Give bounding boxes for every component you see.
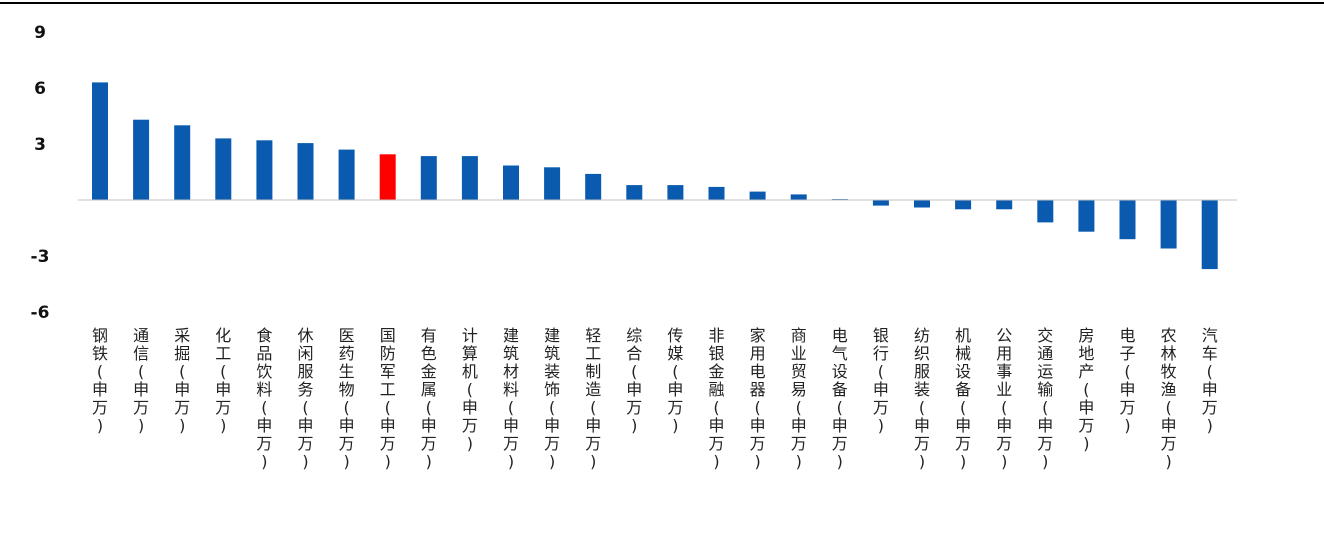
bar	[297, 143, 314, 200]
bar	[503, 165, 519, 200]
y-tick-label: -3	[31, 247, 50, 267]
x-tick-label: 有色金属(申万)	[421, 326, 437, 471]
bar	[914, 200, 930, 208]
bar	[544, 167, 561, 200]
bar	[667, 185, 684, 200]
x-tick-label: 综合(申万)	[626, 326, 642, 435]
bar	[461, 156, 478, 200]
x-tick-label: 计算机(申万)	[462, 326, 478, 453]
x-tick-label: 农林牧渔(申万)	[1161, 326, 1177, 471]
x-tick-label: 化工(申万)	[215, 326, 231, 435]
bar	[1160, 200, 1177, 249]
x-tick-label: 建筑材料(申万)	[503, 326, 519, 471]
bar	[1078, 200, 1095, 232]
x-tick-label: 国防军工(申万)	[380, 326, 396, 471]
x-tick-label: 建筑装饰(申万)	[544, 326, 560, 471]
bar	[174, 125, 191, 200]
bar	[1119, 200, 1136, 240]
bar	[420, 156, 437, 200]
bar	[133, 119, 150, 200]
x-tick-label: 交通运输(申万)	[1037, 326, 1053, 471]
bar	[996, 200, 1013, 210]
bar	[955, 200, 972, 210]
bar	[215, 138, 232, 200]
y-tick-label: -6	[31, 303, 50, 323]
x-tick-label: 电子(申万)	[1119, 326, 1135, 435]
x-tick-label: 家用电器(申万)	[750, 326, 766, 471]
x-tick-label: 医药生物(申万)	[339, 326, 355, 471]
x-tick-label: 纺织服装(申万)	[914, 326, 930, 471]
bar	[1037, 200, 1054, 223]
bar	[1201, 200, 1218, 270]
x-tick-label: 采掘(申万)	[174, 326, 190, 435]
bar	[92, 82, 108, 200]
x-tick-label: 休闲服务(申万)	[297, 326, 313, 471]
x-tick-label: 钢铁(申万)	[92, 326, 108, 435]
bar	[749, 191, 766, 200]
x-tick-label: 房地产(申万)	[1078, 326, 1094, 453]
bar	[338, 149, 355, 200]
top-rule	[0, 2, 1324, 4]
bar	[585, 173, 602, 200]
x-tick-label: 商业贸易(申万)	[791, 326, 807, 471]
bar	[256, 140, 273, 200]
x-tick-label: 传媒(申万)	[667, 326, 683, 435]
bar	[872, 200, 889, 206]
y-tick-label: 3	[34, 135, 46, 155]
x-tick-label: 非银金融(申万)	[708, 326, 724, 471]
x-tick-label: 公用事业(申万)	[996, 326, 1012, 471]
x-tick-label: 银行(申万)	[873, 326, 889, 435]
x-tick-label: 通信(申万)	[133, 326, 149, 435]
x-tick-label: 轻工制造(申万)	[585, 326, 601, 471]
x-tick-label: 电气设备(申万)	[832, 326, 848, 471]
x-tick-label: 食品饮料(申万)	[256, 326, 272, 471]
x-tick-label: 机械设备(申万)	[955, 326, 971, 471]
y-tick-label: 6	[34, 79, 46, 99]
bar	[626, 185, 643, 200]
x-tick-label: 汽车(申万)	[1202, 326, 1218, 435]
bar	[708, 186, 725, 200]
bar	[790, 194, 807, 200]
bar	[379, 154, 396, 200]
y-tick-label: 9	[34, 23, 46, 43]
